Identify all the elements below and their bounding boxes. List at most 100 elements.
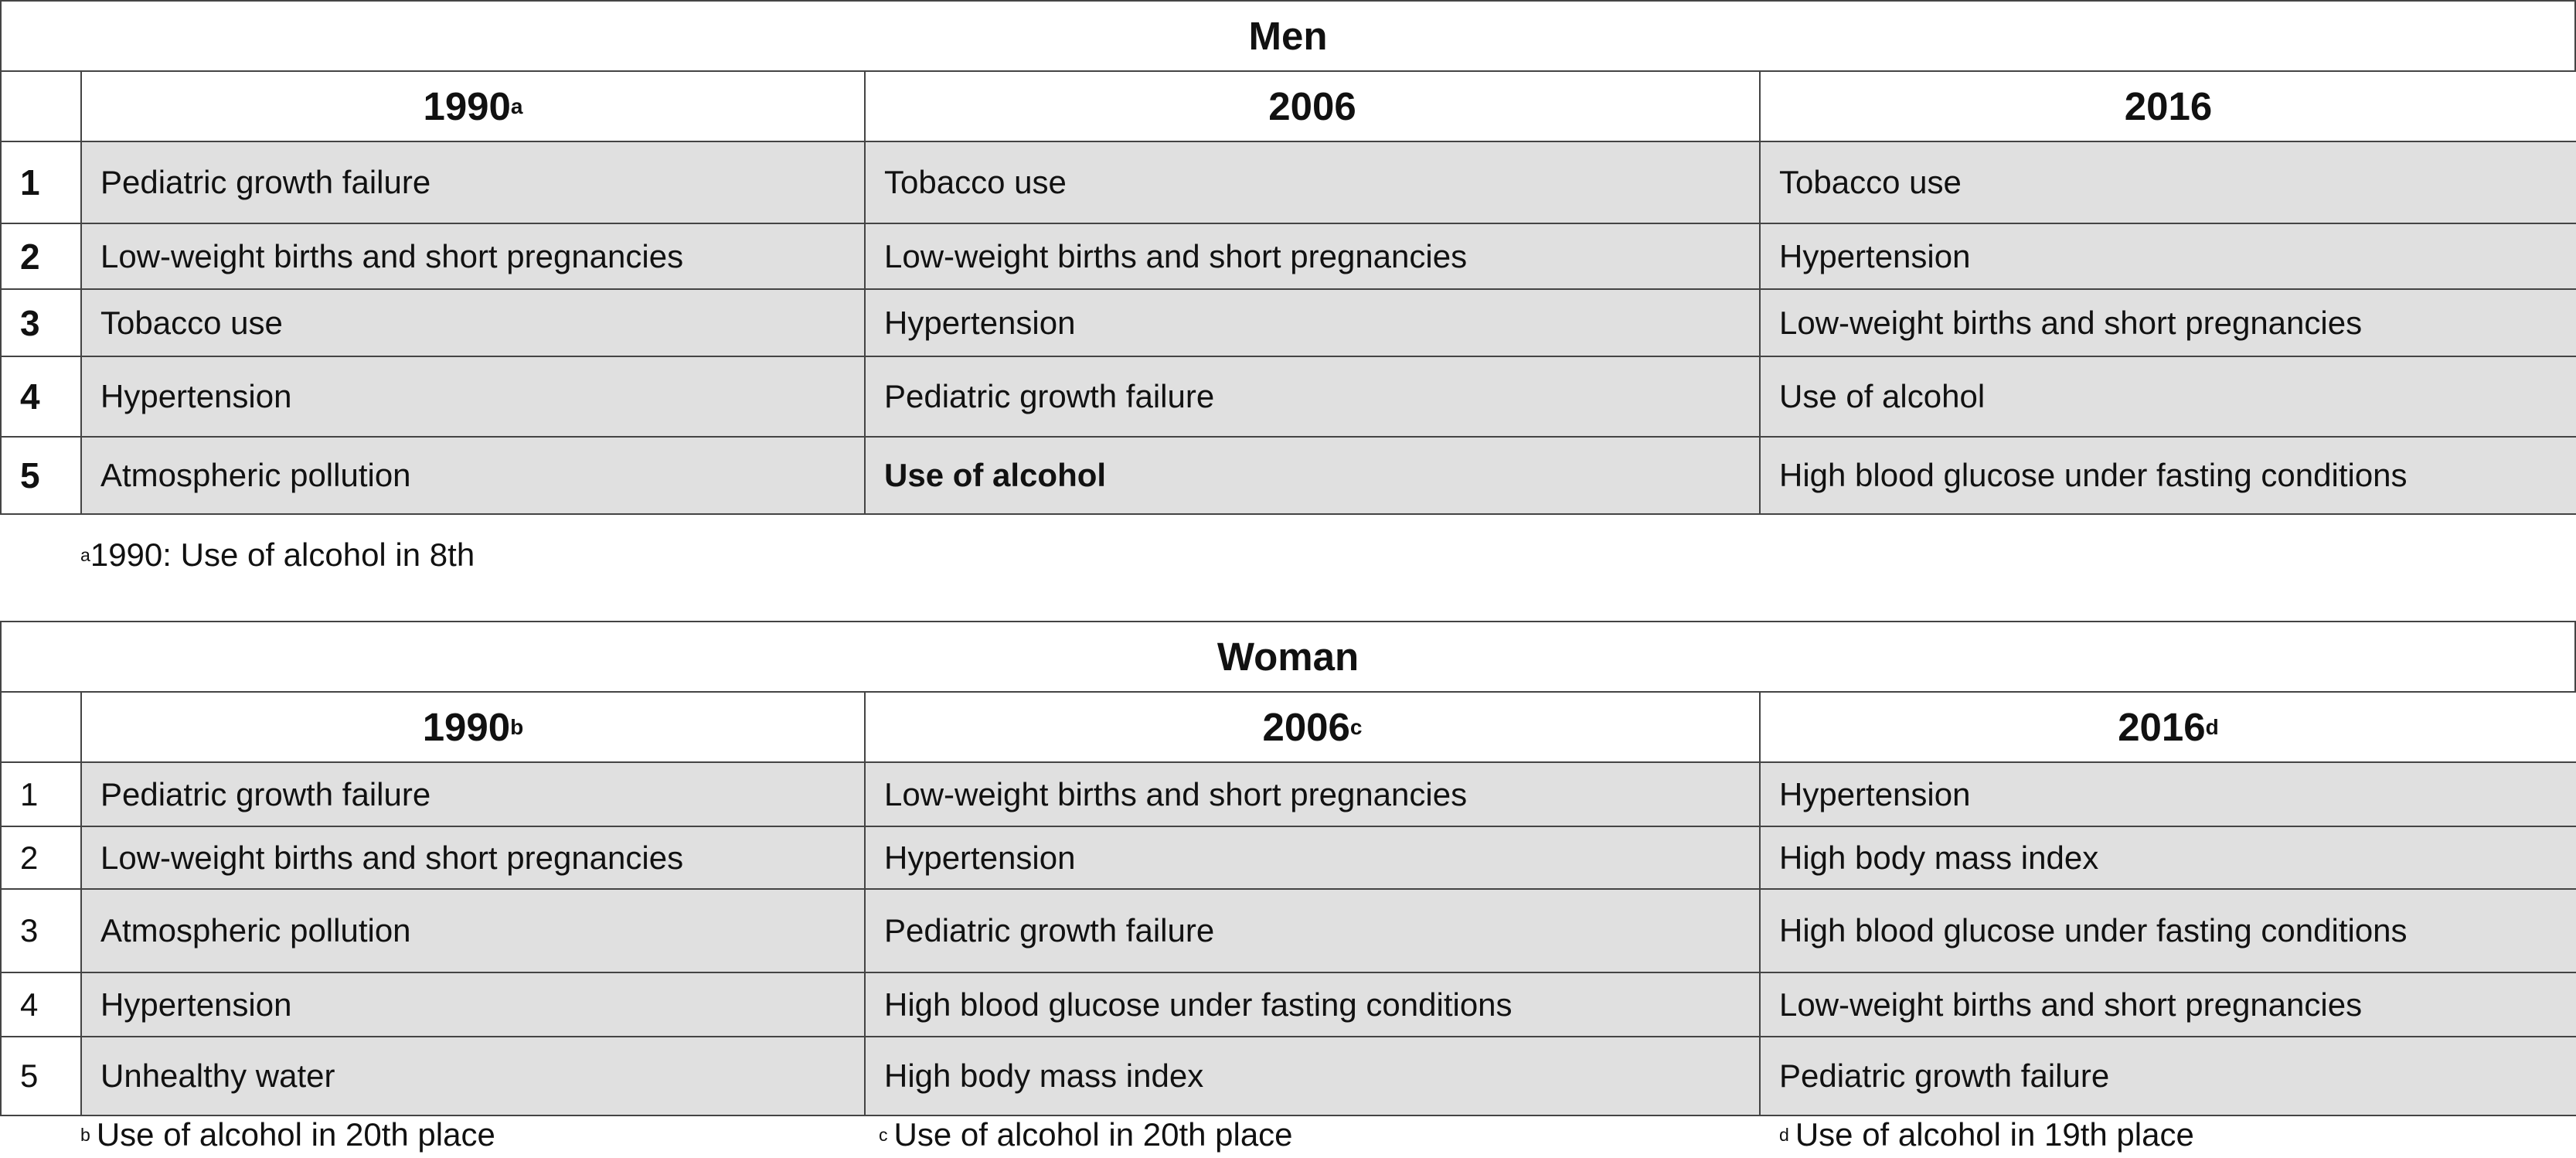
footnote-text: Use of alcohol in 20th place [96,1116,495,1153]
header-text: 2016 [2124,84,2213,128]
data-cell: Low-weight births and short pregnancies [1759,288,2576,357]
data-cell: Hypertension [1759,223,2576,290]
data-cell: Pediatric growth failure [80,141,866,224]
rank-header [0,691,82,763]
header-text: 1990 [423,84,511,128]
column-header: 2006 c [864,691,1761,763]
header-text: 2006 [1268,84,1356,128]
cell-text: Low-weight births and short pregnancies [100,839,684,876]
data-cell: High blood glucose under fasting conditi… [1759,436,2576,515]
data-cell: Tobacco use [864,141,1761,224]
cell-text: Hypertension [1779,237,1971,274]
data-cell: Pediatric growth failure [864,888,1761,973]
cell-text: Pediatric growth failure [884,912,1215,949]
cell-text: Use of alcohol [884,457,1107,493]
data-cell: Hypertension [80,972,866,1037]
data-cell: Hypertension [80,356,866,438]
rank-cell: 1 [0,141,82,224]
data-cell: Low-weight births and short pregnancies [1759,972,2576,1037]
column-header: 1990 a [80,70,866,142]
header-text: 2006 [1262,705,1350,749]
column-header: 2006 [864,70,1761,142]
data-cell: Unhealthy water [80,1036,866,1116]
data-cell: Pediatric growth failure [1759,1036,2576,1116]
title-text: Men [1248,14,1328,58]
cell-text: Low-weight births and short pregnancies [100,237,684,274]
footnote: c Use of alcohol in 20th place [879,1116,1293,1153]
rank: 5 [20,455,40,496]
cell-text: Pediatric growth failure [100,775,431,812]
cell-text: Hypertension [1779,775,1971,812]
rank-cell: 5 [0,1036,82,1116]
rank: 3 [20,912,39,949]
rank-cell: 5 [0,436,82,515]
rank: 1 [20,162,40,203]
data-cell: Pediatric growth failure [80,761,866,827]
rank: 4 [20,376,40,417]
cell-text: Hypertension [884,839,1076,876]
data-cell: Hypertension [864,288,1761,357]
data-cell: Tobacco use [1759,141,2576,224]
cell-text: Use of alcohol [1779,378,1986,414]
data-cell: Low-weight births and short pregnancies [80,223,866,290]
footnote: a 1990: Use of alcohol in 8th [80,536,475,573]
footnote: d Use of alcohol in 19th place [1779,1116,2194,1153]
cell-text: Low-weight births and short pregnancies [884,237,1468,274]
rank: 3 [20,302,40,343]
rank: 5 [20,1058,39,1094]
data-cell: High blood glucose under fasting conditi… [864,972,1761,1037]
table-title: Woman [0,621,2576,693]
cell-text: High blood glucose under fasting conditi… [1779,457,2408,493]
footnote-text: 1990: Use of alcohol in 8th [90,536,475,573]
data-cell: Low-weight births and short pregnancies [80,826,866,890]
data-cell: Atmospheric pollution [80,888,866,973]
cell-text: Hypertension [100,986,292,1023]
data-cell: High body mass index [864,1036,1761,1116]
cell-text: Low-weight births and short pregnancies [1779,304,2363,341]
rank-cell: 1 [0,761,82,827]
data-cell: Atmospheric pollution [80,436,866,515]
footnote: b Use of alcohol in 20th place [80,1116,495,1153]
title-text: Woman [1217,635,1359,679]
cell-text: Tobacco use [884,164,1067,200]
cell-text: High blood glucose under fasting conditi… [884,986,1513,1023]
data-cell: Low-weight births and short pregnancies [864,761,1761,827]
data-cell: Low-weight births and short pregnancies [864,223,1761,290]
cell-text: Pediatric growth failure [884,378,1215,414]
rank-header [0,70,82,142]
footnote-text: Use of alcohol in 19th place [1795,1116,2194,1153]
data-cell: Use of alcohol [1759,356,2576,438]
data-cell: High blood glucose under fasting conditi… [1759,888,2576,973]
data-cell: Hypertension [1759,761,2576,827]
rank-cell: 4 [0,972,82,1037]
data-cell: Hypertension [864,826,1761,890]
rank: 2 [20,839,39,876]
cell-text: Tobacco use [100,304,283,341]
column-header: 2016 d [1759,691,2576,763]
cell-text: Low-weight births and short pregnancies [1779,986,2363,1023]
header-text: 1990 [422,705,511,749]
table-title: Men [0,0,2576,72]
rank-cell: 2 [0,826,82,890]
cell-text: Low-weight births and short pregnancies [884,775,1468,812]
data-cell: Use of alcohol [864,436,1761,515]
rank-cell: 2 [0,223,82,290]
rank: 4 [20,986,39,1023]
data-cell: Tobacco use [80,288,866,357]
cell-text: High blood glucose under fasting conditi… [1779,912,2408,949]
rank: 1 [20,775,39,812]
cell-text: High body mass index [1779,839,2099,876]
cell-text: High body mass index [884,1058,1204,1094]
cell-text: Hypertension [100,378,292,414]
header-text: 2016 [2118,705,2206,749]
rank-cell: 3 [0,288,82,357]
cell-text: Atmospheric pollution [100,912,411,949]
rank: 2 [20,236,40,277]
column-header: 2016 [1759,70,2576,142]
rank-cell: 4 [0,356,82,438]
data-cell: High body mass index [1759,826,2576,890]
footnote-text: Use of alcohol in 20th place [893,1116,1293,1153]
cell-text: Hypertension [884,304,1076,341]
cell-text: Pediatric growth failure [100,164,431,200]
